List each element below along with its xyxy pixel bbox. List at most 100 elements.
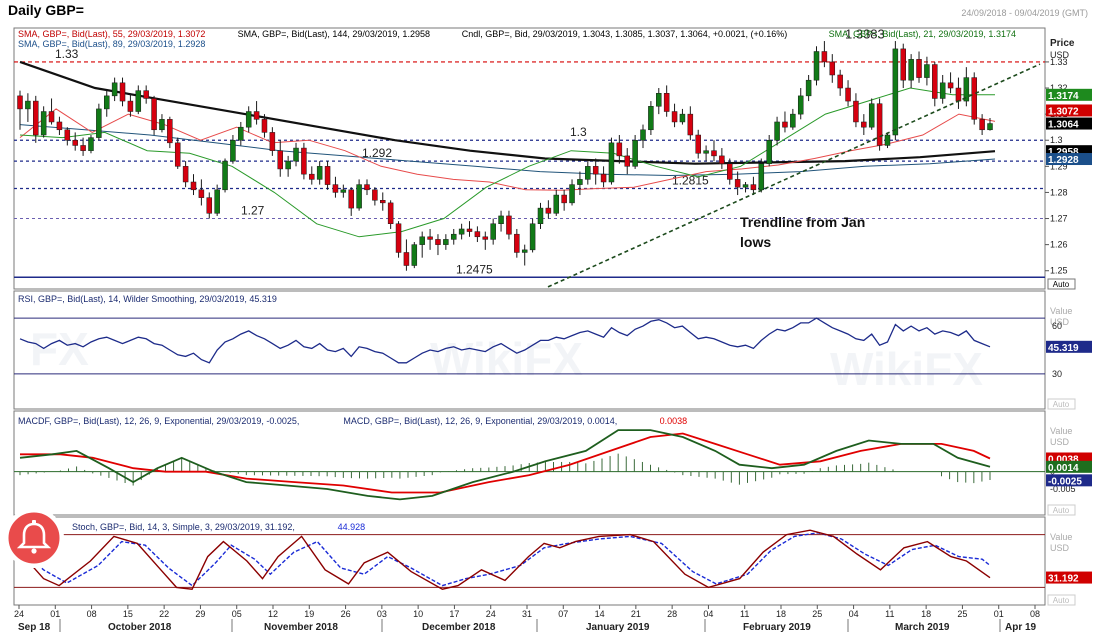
candle — [987, 118, 993, 131]
trendline-line — [547, 63, 1041, 288]
candle — [600, 166, 607, 188]
macd-badge-label-1: 0.0014 — [1048, 463, 1079, 474]
candle-body — [151, 98, 157, 131]
candle-body — [419, 236, 425, 245]
candle-body — [316, 166, 323, 180]
x-tick-label-8: 19 — [304, 609, 314, 619]
candle-body — [624, 155, 630, 167]
stoch-d-line — [19, 532, 991, 587]
candle — [695, 129, 701, 159]
price-badge-label-1: 1.3072 — [1048, 106, 1079, 117]
candle-body — [364, 184, 370, 191]
x-tick-label-10: 03 — [377, 609, 387, 619]
candle — [466, 221, 473, 237]
candle-body — [277, 150, 283, 170]
candle — [750, 176, 757, 196]
price-legend-row2-0: SMA, GBP=, Bid(Last), 89, 29/03/2019, 1.… — [18, 39, 205, 49]
candle — [742, 181, 749, 193]
x-tick-label-28: 08 — [1030, 609, 1040, 619]
candle — [348, 187, 354, 216]
candle — [340, 184, 347, 198]
candle-body — [608, 142, 615, 183]
candle-body — [230, 139, 236, 162]
price-badge-label-3: 1.2958 — [1048, 147, 1079, 158]
candle — [80, 137, 86, 156]
macd-line — [19, 429, 991, 501]
x-tick-label-14: 31 — [522, 609, 532, 619]
candle-body — [435, 239, 441, 245]
candle-body — [301, 147, 307, 175]
notification-bell-button[interactable] — [4, 508, 64, 568]
candle-body — [25, 100, 31, 110]
trendline — [547, 63, 1041, 288]
candle — [663, 85, 670, 117]
candle — [521, 244, 528, 266]
candle-body — [214, 189, 220, 214]
auto-scale-button-stoch[interactable]: Auto — [1047, 594, 1076, 606]
candle-body — [72, 139, 78, 146]
candle-body — [458, 228, 465, 235]
candle-body — [908, 59, 914, 81]
price-ytick-label-2: 1.27 — [1050, 214, 1068, 224]
price-ytick-label-4: 1.29 — [1050, 161, 1068, 171]
candle — [40, 106, 47, 138]
candle-body — [387, 202, 394, 224]
rsi-badge-label: 45.319 — [1048, 343, 1079, 354]
x-tick-label-26: 25 — [957, 609, 967, 619]
candle — [222, 158, 228, 193]
candle-body — [742, 184, 749, 188]
price-badge — [1046, 104, 1092, 117]
candle — [135, 85, 142, 115]
candle-body — [837, 74, 843, 89]
candle — [813, 46, 820, 86]
candle-body — [238, 126, 244, 141]
candle — [758, 158, 765, 193]
candle-body — [466, 228, 473, 232]
candle-body — [577, 179, 583, 185]
candle — [703, 145, 709, 162]
stoch-badge-label: 31.192 — [1048, 574, 1079, 585]
candle-body — [174, 142, 181, 167]
candle — [72, 132, 78, 151]
rsi-ytick-1: 60 — [1052, 321, 1062, 331]
candle — [908, 54, 914, 89]
auto-scale-button-macd[interactable]: Auto — [1047, 504, 1076, 516]
candle — [797, 88, 804, 120]
month-label-6: March 2019 — [895, 622, 950, 633]
candle — [56, 116, 63, 136]
candle-body — [427, 236, 433, 240]
candle — [632, 135, 638, 169]
candle-body — [813, 51, 820, 81]
candle — [364, 179, 370, 196]
candle — [214, 184, 220, 216]
candle-body — [182, 166, 189, 183]
macd-ytick-1: -0.005 — [1050, 484, 1076, 494]
candle-body — [616, 142, 623, 157]
rsi-line — [19, 317, 991, 364]
candle-body — [64, 129, 71, 141]
candle — [332, 176, 339, 198]
candle — [892, 41, 899, 141]
candle-body — [750, 184, 757, 191]
candle — [174, 137, 181, 169]
candle — [17, 90, 23, 130]
candle-body — [269, 132, 276, 151]
candle-body — [206, 197, 213, 214]
candle-body — [48, 111, 55, 123]
candle-body — [569, 184, 575, 204]
stoch-legend-1: 44.928 — [338, 522, 366, 532]
macd-legend-0: MACDF, GBP=, Bid(Last), 12, 26, 9, Expon… — [18, 416, 299, 426]
candle-body — [939, 82, 946, 99]
candle — [561, 189, 567, 211]
auto-label: Auto — [1053, 596, 1070, 605]
auto-scale-button-price[interactable]: Auto — [1047, 278, 1076, 290]
candle-body — [829, 61, 836, 76]
candle-body — [482, 236, 489, 240]
auto-scale-button-rsi[interactable]: Auto — [1047, 398, 1076, 410]
macd-axis-unit: USD — [1050, 437, 1070, 447]
candle-body — [971, 77, 977, 120]
candle — [537, 202, 544, 229]
price-ytick-label-0: 1.25 — [1050, 266, 1068, 276]
candle-body — [222, 160, 228, 191]
